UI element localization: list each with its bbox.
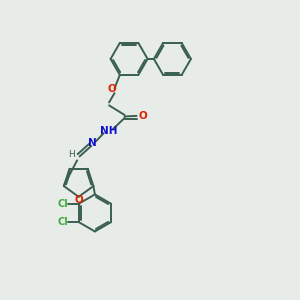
Text: O: O bbox=[74, 195, 83, 205]
Text: Cl: Cl bbox=[57, 217, 68, 227]
Text: NH: NH bbox=[100, 126, 118, 136]
Text: H: H bbox=[68, 151, 75, 160]
Text: O: O bbox=[139, 112, 148, 122]
Text: Cl: Cl bbox=[57, 199, 68, 209]
Text: O: O bbox=[108, 84, 117, 94]
Text: N: N bbox=[88, 138, 97, 148]
